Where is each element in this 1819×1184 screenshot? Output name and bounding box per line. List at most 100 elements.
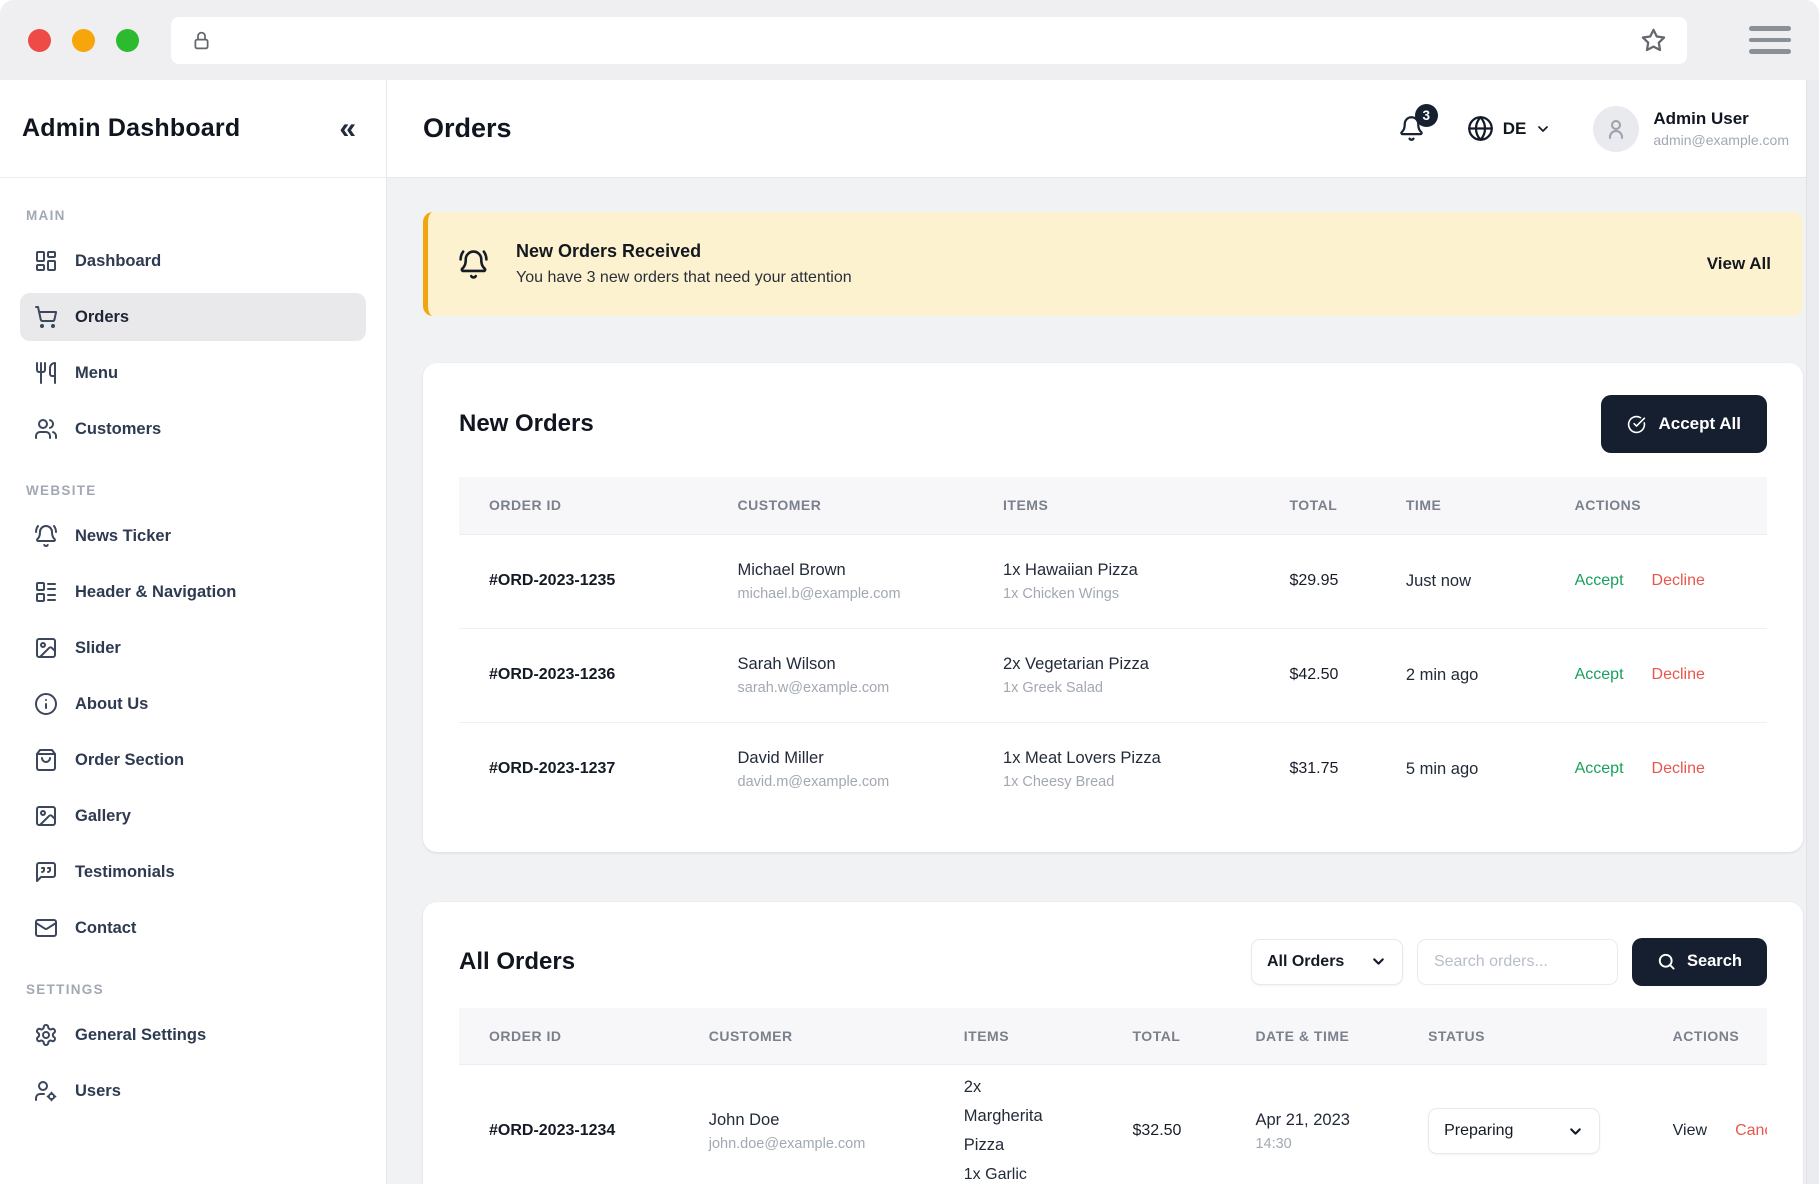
order-total: $42.50 <box>1289 666 1339 683</box>
decline-link[interactable]: Decline <box>1651 666 1705 683</box>
cancel-link[interactable]: Cancel <box>1735 1122 1767 1139</box>
customer-email: david.m@example.com <box>737 773 890 790</box>
decline-link[interactable]: Decline <box>1651 760 1705 777</box>
decline-link[interactable]: Decline <box>1651 572 1705 589</box>
sidebar-item-order-section[interactable]: Order Section <box>20 736 366 784</box>
status-select[interactable]: Preparing <box>1428 1108 1601 1154</box>
table-row: #ORD-2023-1235 Michael Brown michael.b@e… <box>459 534 1767 628</box>
sidebar-item-users[interactable]: Users <box>20 1067 366 1115</box>
view-all-link[interactable]: View All <box>1706 254 1771 273</box>
check-circle-icon <box>1627 415 1646 434</box>
language-code: DE <box>1502 118 1527 138</box>
utensils-icon <box>34 361 58 385</box>
maximize-window-button[interactable] <box>116 28 139 52</box>
page-title: Orders <box>423 113 512 143</box>
accept-all-button[interactable]: Accept All <box>1601 395 1767 453</box>
column-header: CUSTOMER <box>678 1007 934 1065</box>
column-header: DATE & TIME <box>1225 1007 1399 1065</box>
sidebar-item-general-settings[interactable]: General Settings <box>20 1011 366 1059</box>
accept-link[interactable]: Accept <box>1574 760 1624 777</box>
order-item: 1x Cheesy Bread <box>1003 773 1115 790</box>
table-row: #ORD-2023-1234 John Doe john.doe@example… <box>459 1065 1767 1184</box>
sidebar-item-label: General Settings <box>75 1025 207 1044</box>
order-item: 2x Vegetarian Pizza <box>1003 654 1149 673</box>
column-header: TIME <box>1375 477 1545 535</box>
customer-email: john.doe@example.com <box>708 1135 866 1152</box>
page-header: Orders 3 DE <box>387 80 1819 178</box>
message-quote-icon <box>34 860 58 884</box>
sidebar-item-slider[interactable]: Slider <box>20 624 366 672</box>
customer-name: Sarah Wilson <box>737 654 836 673</box>
close-window-button[interactable] <box>28 28 51 52</box>
all-orders-title: All Orders <box>459 947 576 975</box>
search-button[interactable]: Search <box>1631 937 1767 986</box>
search-input[interactable] <box>1416 938 1618 985</box>
order-item: 1x Hawaiian Pizza <box>1003 560 1138 579</box>
sidebar-section-settings: SETTINGS <box>26 982 104 997</box>
customer-name: John Doe <box>708 1110 780 1129</box>
column-header: STATUS <box>1398 1007 1643 1065</box>
search-icon <box>1657 952 1676 971</box>
new-orders-card: New Orders Accept All ORDER ID CUSTOMER … <box>423 363 1803 852</box>
sidebar-item-label: Users <box>75 1081 121 1100</box>
column-header: ACTIONS <box>1642 1007 1767 1065</box>
status-value: Preparing <box>1444 1122 1514 1139</box>
sidebar-item-contact[interactable]: Contact <box>20 904 366 952</box>
sidebar-collapse-button[interactable]: « <box>339 111 356 145</box>
order-total: $32.50 <box>1132 1122 1182 1139</box>
sidebar-item-menu[interactable]: Menu <box>20 349 366 397</box>
sidebar-item-about-us[interactable]: About Us <box>20 680 366 728</box>
bell-ring-icon <box>34 524 58 548</box>
browser-menu-icon[interactable] <box>1749 26 1791 54</box>
sidebar-item-testimonials[interactable]: Testimonials <box>20 848 366 896</box>
sidebar-item-label: Customers <box>75 419 162 438</box>
address-bar[interactable] <box>171 16 1687 64</box>
bookmark-star-icon[interactable] <box>1640 27 1667 54</box>
view-link[interactable]: View <box>1672 1122 1708 1139</box>
order-item: 1x Chicken Wings <box>1003 585 1120 602</box>
accept-link[interactable]: Accept <box>1574 572 1624 589</box>
sidebar-item-label: Contact <box>75 918 137 937</box>
browser-chrome <box>0 0 1819 80</box>
order-id: #ORD-2023-1236 <box>489 666 616 683</box>
shopping-cart-icon <box>34 305 58 329</box>
sidebar-item-orders[interactable]: Orders <box>20 293 366 341</box>
alert-subtitle: You have 3 new orders that need your att… <box>516 269 852 286</box>
user-gear-icon <box>34 1079 58 1103</box>
sidebar-item-news-ticker[interactable]: News Ticker <box>20 512 366 560</box>
column-header: TOTAL <box>1259 477 1376 535</box>
main-area: Orders 3 DE <box>387 80 1819 1184</box>
user-menu[interactable]: Admin User admin@example.com <box>1593 105 1789 152</box>
sidebar-item-label: Orders <box>75 307 130 326</box>
sidebar-item-customers[interactable]: Customers <box>20 405 366 453</box>
layout-list-icon <box>34 580 58 604</box>
all-orders-card: All Orders All Orders Search <box>423 901 1803 1184</box>
scrollbar[interactable] <box>1806 80 1819 1184</box>
column-header: ACTIONS <box>1544 477 1767 535</box>
minimize-window-button[interactable] <box>72 28 95 52</box>
sidebar-header: Admin Dashboard « <box>0 80 386 178</box>
sidebar-item-label: Dashboard <box>75 251 162 270</box>
order-time: Just now <box>1405 571 1471 590</box>
bell-icon <box>1398 116 1425 146</box>
language-selector[interactable]: DE <box>1467 115 1552 142</box>
column-header: ORDER ID <box>459 477 708 535</box>
customer-name: David Miller <box>737 748 824 767</box>
sidebar: Admin Dashboard « MAIN Dashboard Orders … <box>0 80 387 1184</box>
chevron-down-icon <box>1567 1123 1584 1140</box>
new-orders-table: ORDER ID CUSTOMER ITEMS TOTAL TIME ACTIO… <box>459 477 1767 816</box>
order-time: 5 min ago <box>1405 759 1479 778</box>
notifications-button[interactable]: 3 <box>1398 104 1438 142</box>
order-time: 14:30 <box>1255 1135 1292 1152</box>
table-row: #ORD-2023-1236 Sarah Wilson sarah.w@exam… <box>459 627 1767 722</box>
orders-filter-select[interactable]: All Orders <box>1250 938 1403 985</box>
window-controls <box>28 28 139 52</box>
sidebar-item-header-navigation[interactable]: Header & Navigation <box>20 568 366 616</box>
sidebar-item-dashboard[interactable]: Dashboard <box>20 237 366 285</box>
sidebar-item-label: Gallery <box>75 806 131 825</box>
accept-link[interactable]: Accept <box>1574 666 1624 683</box>
customer-email: michael.b@example.com <box>737 585 901 602</box>
sidebar-item-gallery[interactable]: Gallery <box>20 792 366 840</box>
order-item: 1x Garlic <box>963 1166 1027 1183</box>
